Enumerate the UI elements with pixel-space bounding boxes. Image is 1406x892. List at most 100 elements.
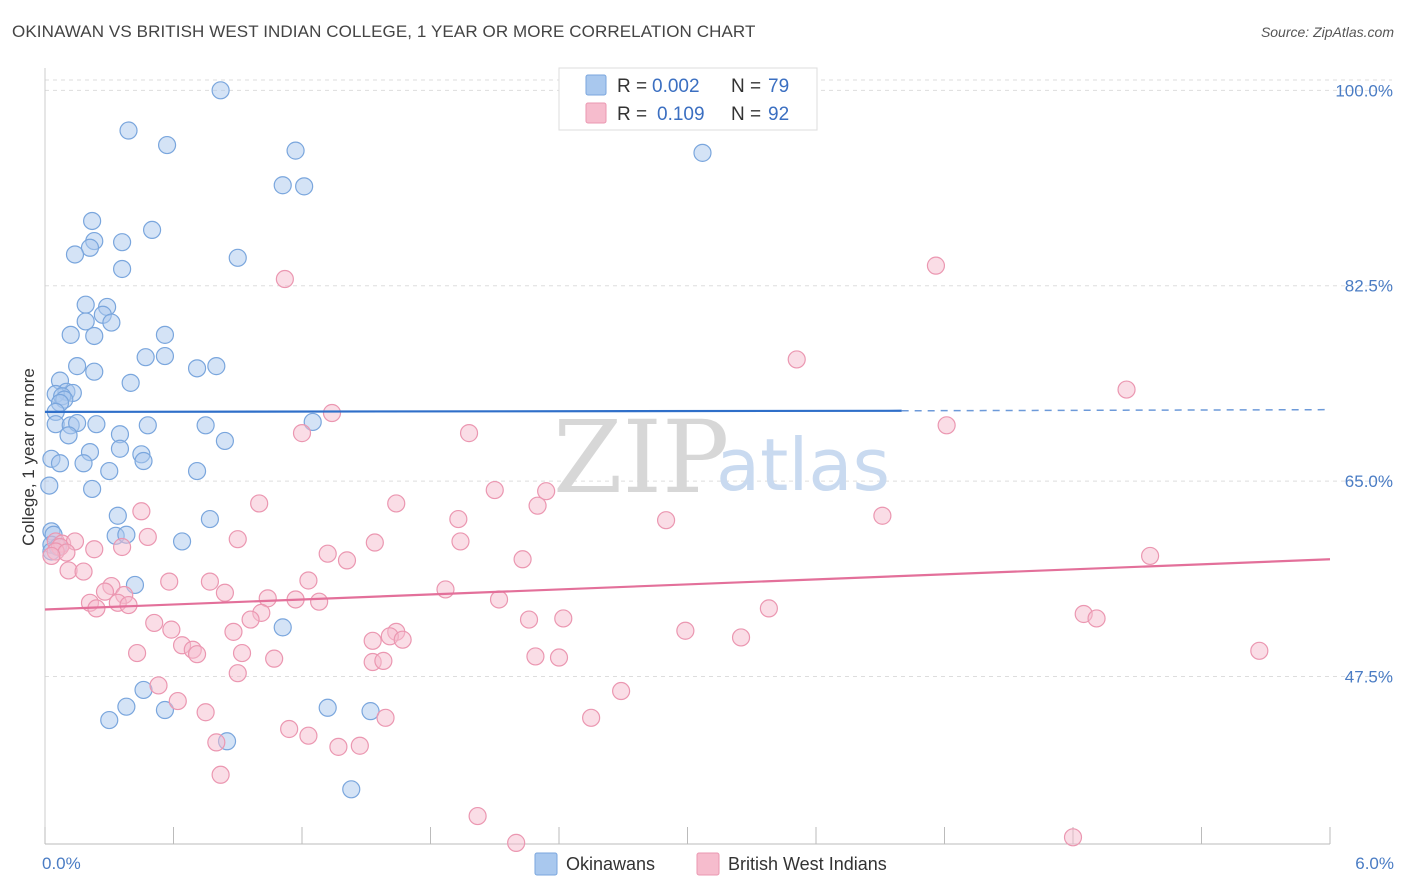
okinawan-point <box>155 700 175 720</box>
british-west-indian-point <box>787 350 806 369</box>
legend-r-value: 0.002 <box>652 76 700 97</box>
british-west-indian-point <box>228 530 247 549</box>
legend-n-label: N = <box>731 76 761 97</box>
y-tick-labels: 100.0% 82.5% 65.0% 47.5% <box>1335 81 1393 686</box>
okinawan-point <box>155 325 175 344</box>
okinawan-point <box>273 618 292 637</box>
legend-row-okinawans: R = 0.002 N = 79 <box>585 74 789 97</box>
okinawan-point <box>303 412 322 432</box>
british-west-indian-point <box>507 833 526 852</box>
okinawan-point <box>102 313 121 332</box>
chart-title: OKINAWAN VS BRITISH WEST INDIAN COLLEGE,… <box>12 22 756 41</box>
british-west-indian-point <box>95 582 115 601</box>
okinawan-point <box>196 416 215 435</box>
british-west-indian-point <box>926 256 946 275</box>
okinawan-point <box>134 680 153 700</box>
okinawan-point <box>85 326 104 346</box>
y-tick-label: 82.5% <box>1345 277 1393 296</box>
british-west-indian-point <box>228 664 247 683</box>
okinawan-point <box>361 702 380 721</box>
legend: R = 0.002 N = 79 R = 0.109 N = 92 <box>558 67 818 131</box>
british-west-indian-point <box>275 269 294 289</box>
british-west-indian-point <box>232 643 252 663</box>
british-west-indian-point <box>329 737 348 756</box>
okinawan-point <box>87 415 106 434</box>
okinawan-point <box>50 454 70 473</box>
british-west-indian-point <box>937 416 956 435</box>
british-west-indian-point <box>224 622 243 641</box>
y-tick-label: 100.0% <box>1335 81 1393 100</box>
british-west-indian-point <box>211 765 230 784</box>
british-west-indian-point <box>337 551 357 570</box>
okinawan-point <box>112 259 132 279</box>
british-west-indian-point <box>526 647 545 666</box>
okinawan-trend-line <box>44 409 902 413</box>
british-west-indian-point <box>160 572 179 591</box>
bottom-legend-okinawans: Okinawans <box>566 854 655 874</box>
british-west-indian-point <box>200 572 220 591</box>
x-tick-label-min: 0.0% <box>42 854 81 873</box>
legend-n-label: N = <box>731 104 761 125</box>
british-west-indian-point <box>215 583 234 602</box>
legend-r-label: R = <box>617 76 647 97</box>
okinawan-point <box>100 461 119 481</box>
watermark: ZIP atlas <box>553 399 890 516</box>
british-west-indian-point <box>299 571 318 590</box>
okinawan-point <box>61 325 80 344</box>
okinawan-point <box>138 416 157 435</box>
british-west-indian-point <box>85 540 104 559</box>
british-west-indian-point <box>241 610 260 629</box>
okinawan-point <box>65 245 85 264</box>
british-west-indian-point <box>145 613 164 633</box>
legend-n-value: 92 <box>768 104 789 125</box>
okinawan-point <box>112 233 132 252</box>
okinawan-point <box>228 248 247 267</box>
bottom-legend-swatch-blue <box>534 852 558 876</box>
bottom-legend-swatch-pink <box>696 852 720 876</box>
british-west-indian-point <box>196 703 215 722</box>
okinawan-point <box>136 348 155 367</box>
okinawan-point <box>134 451 153 471</box>
british-west-indian-point <box>292 424 312 443</box>
british-west-indian-point <box>393 630 412 649</box>
british-west-indian-point <box>537 482 556 501</box>
british-west-indian-point <box>207 733 226 752</box>
okinawan-point <box>187 359 207 378</box>
british-west-indian-point <box>873 506 892 525</box>
british-west-indian-point <box>374 651 393 670</box>
british-west-indian-point <box>451 532 470 551</box>
british-west-indian-point <box>489 590 509 609</box>
british-west-indian-point <box>318 544 337 563</box>
y-tick-label: 47.5% <box>1345 668 1393 687</box>
okinawan-point <box>74 454 93 473</box>
bottom-legend: Okinawans British West Indians <box>534 852 887 876</box>
okinawan-point <box>83 211 102 231</box>
okinawan-point <box>200 509 220 529</box>
okinawan-point <box>40 476 59 495</box>
okinawan-point <box>172 532 192 551</box>
british-west-indian-point <box>459 424 479 443</box>
legend-r-label: R = <box>617 104 647 125</box>
okinawan-point <box>295 177 314 196</box>
okinawan-point <box>121 373 140 392</box>
british-west-indian-point <box>731 628 751 647</box>
okinawan-point <box>693 143 712 162</box>
okinawan-point <box>187 461 207 481</box>
british-west-indian-point <box>149 676 168 695</box>
legend-row-british-west-indians: R = 0.109 N = 92 <box>585 102 789 125</box>
okinawan-point <box>59 426 78 445</box>
british-west-indian-point <box>162 620 181 639</box>
okinawan-point <box>108 506 127 525</box>
british-west-indian-point <box>310 592 329 611</box>
british-west-indian-point <box>528 496 547 515</box>
british-west-indian-point <box>42 546 61 566</box>
british-west-indian-point <box>1087 609 1106 628</box>
okinawan-point <box>76 312 95 331</box>
watermark-atlas: atlas <box>716 423 890 507</box>
british-west-indian-point <box>449 509 468 529</box>
okinawan-point <box>318 698 337 717</box>
british-west-indian-point <box>127 643 147 663</box>
british-west-indian-point <box>57 543 76 562</box>
british-west-indian-point <box>468 806 487 826</box>
